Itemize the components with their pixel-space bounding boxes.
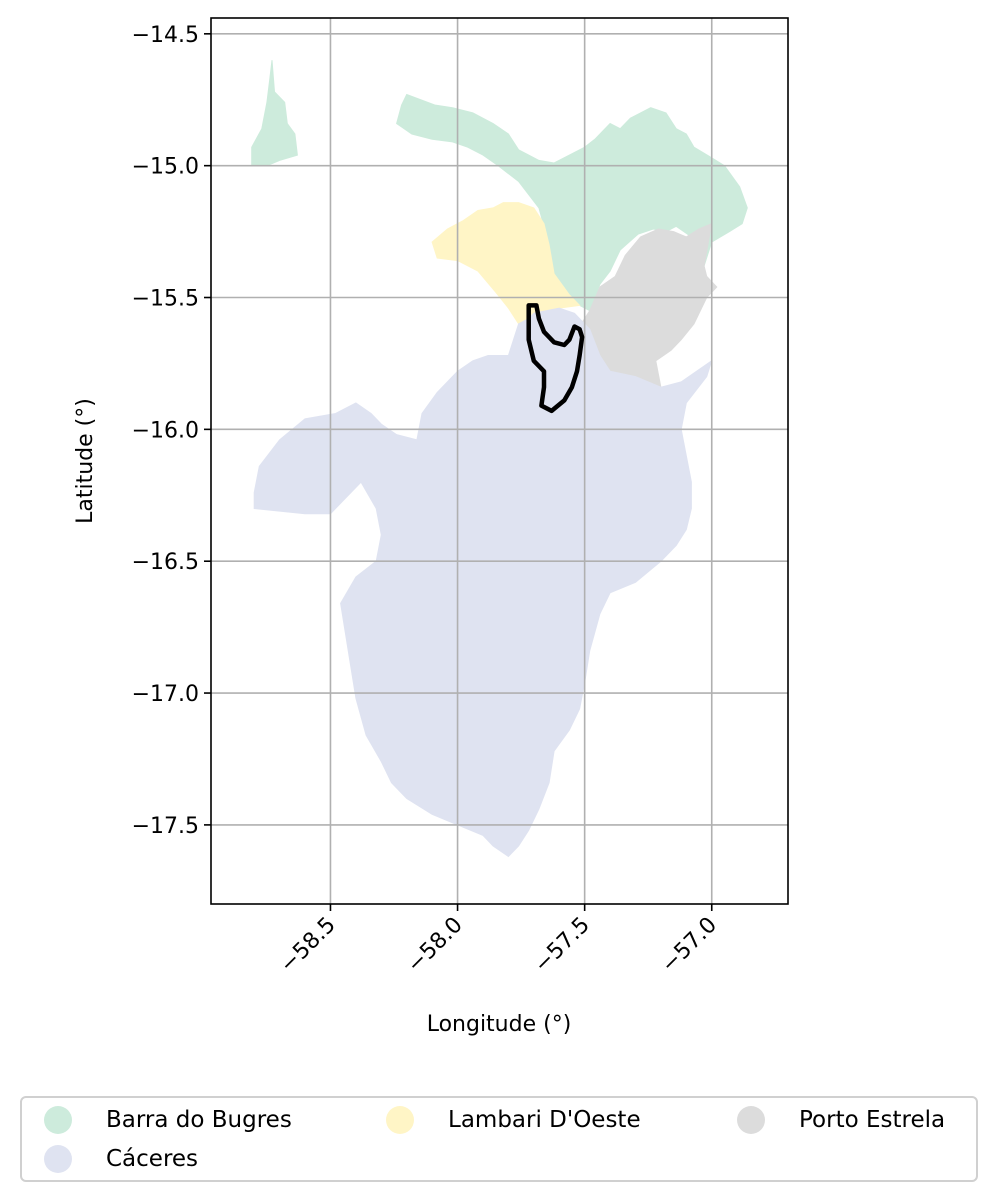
x-tick-label: −58.0 xyxy=(402,913,467,978)
y-axis-ticks: −14.5 −15.0 −15.5 −16.0 −16.5 −17.0 −17.5 xyxy=(132,23,211,839)
legend-label: Cáceres xyxy=(106,1146,199,1172)
legend-swatch xyxy=(386,1106,414,1134)
y-tick-label: −17.5 xyxy=(132,814,199,839)
legend-item-lambari-doeste: Lambari D'Oeste xyxy=(386,1102,641,1138)
legend-label: Lambari D'Oeste xyxy=(448,1107,641,1133)
y-tick-label: −15.0 xyxy=(132,155,199,180)
grid-layer xyxy=(211,18,788,904)
legend-swatch xyxy=(44,1106,72,1134)
legend: Barra do Bugres Lambari D'Oeste Porto Es… xyxy=(20,1096,978,1182)
plot-frame xyxy=(210,17,789,905)
y-tick-label: −16.0 xyxy=(132,418,199,443)
x-axis-ticks: −58.5 −58.0 −57.5 −57.0 xyxy=(275,904,722,978)
legend-label: Barra do Bugres xyxy=(106,1107,292,1133)
y-tick-label: −15.5 xyxy=(132,287,199,312)
highlight-layer xyxy=(526,303,585,414)
legend-item-caceres: Cáceres xyxy=(44,1141,198,1177)
x-tick-label: −57.5 xyxy=(530,913,595,978)
y-tick-label: −14.5 xyxy=(132,23,199,48)
highlighted-area-outline xyxy=(526,303,585,414)
y-tick-label: −17.0 xyxy=(132,682,199,707)
legend-label: Porto Estrela xyxy=(799,1107,946,1133)
region-caceres xyxy=(253,307,713,858)
legend-item-porto-estrela: Porto Estrela xyxy=(737,1102,945,1138)
region-barra-do-bugres-part-1 xyxy=(251,60,298,167)
x-tick-label: −58.5 xyxy=(275,913,340,978)
legend-swatch xyxy=(737,1106,765,1134)
legend-swatch xyxy=(44,1145,72,1173)
y-axis-label: Latitude (°) xyxy=(73,398,98,524)
y-tick-label: −16.5 xyxy=(132,550,199,575)
region-barra-do-bugres-part-2 xyxy=(396,93,748,312)
legend-item-barra-do-bugres: Barra do Bugres xyxy=(44,1102,292,1138)
regions-layer xyxy=(251,60,748,858)
x-axis-label: Longitude (°) xyxy=(427,1012,572,1037)
x-tick-label: −57.0 xyxy=(657,913,722,978)
